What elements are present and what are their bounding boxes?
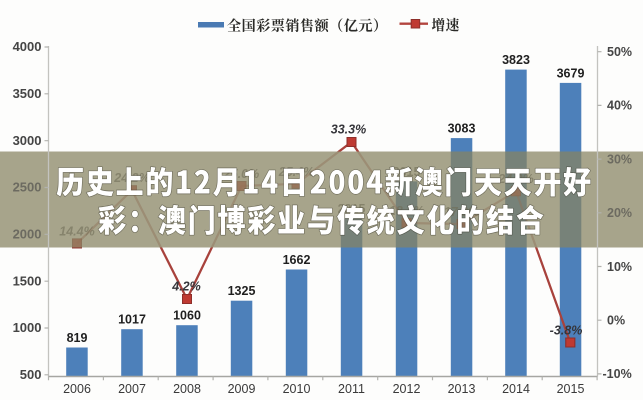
svg-text:1500: 1500	[13, 273, 42, 288]
svg-text:2010: 2010	[283, 382, 311, 396]
svg-text:2009: 2009	[228, 382, 256, 396]
svg-text:-10%: -10%	[603, 367, 632, 381]
svg-text:2006: 2006	[63, 382, 91, 396]
svg-text:4.2%: 4.2%	[171, 280, 201, 294]
svg-text:33.3%: 33.3%	[331, 123, 366, 137]
svg-text:2008: 2008	[173, 382, 201, 396]
svg-text:1662: 1662	[283, 253, 311, 267]
svg-text:1000: 1000	[13, 320, 42, 335]
svg-text:50%: 50%	[607, 45, 632, 59]
svg-text:1017: 1017	[118, 313, 146, 327]
svg-text:1325: 1325	[228, 284, 256, 298]
svg-text:3500: 3500	[13, 86, 42, 101]
svg-text:2000: 2000	[13, 227, 42, 242]
svg-text:2500: 2500	[13, 180, 42, 195]
svg-text:2013: 2013	[448, 382, 476, 396]
svg-text:4000: 4000	[13, 39, 42, 54]
svg-text:2014: 2014	[502, 382, 530, 396]
svg-text:500: 500	[20, 367, 42, 382]
svg-text:2007: 2007	[118, 382, 146, 396]
svg-text:40%: 40%	[607, 99, 632, 113]
svg-text:3823: 3823	[502, 53, 530, 67]
svg-text:3679: 3679	[557, 66, 585, 80]
svg-text:2012: 2012	[393, 382, 421, 396]
svg-text:-3.8%: -3.8%	[550, 324, 583, 338]
svg-text:0%: 0%	[607, 314, 625, 328]
svg-text:2015: 2015	[557, 382, 585, 396]
svg-text:3083: 3083	[448, 122, 476, 136]
svg-text:819: 819	[67, 331, 88, 345]
svg-text:3000: 3000	[13, 133, 42, 148]
svg-text:2011: 2011	[338, 382, 365, 396]
svg-text:20%: 20%	[607, 206, 632, 220]
svg-text:30%: 30%	[607, 152, 632, 166]
svg-text:1060: 1060	[173, 309, 201, 323]
svg-text:10%: 10%	[607, 260, 632, 274]
